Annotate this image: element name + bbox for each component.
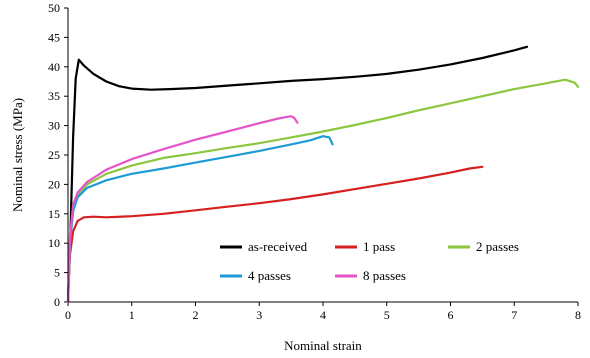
x-tick-label: 3 (256, 308, 262, 322)
y-tick-label: 45 (48, 30, 60, 44)
y-tick-label: 20 (48, 177, 60, 191)
y-tick-label: 15 (48, 207, 60, 221)
legend-label-1-pass: 1 pass (363, 239, 395, 254)
y-tick-label: 50 (48, 1, 60, 15)
y-tick-label: 35 (48, 89, 60, 103)
y-tick-label: 40 (48, 60, 60, 74)
series-line-as-received (66, 45, 529, 304)
x-axis-label: Nominal strain (284, 338, 362, 353)
x-tick-label: 4 (320, 308, 326, 322)
y-tick-label: 30 (48, 119, 60, 133)
y-axis-label: Nominal stress (MPa) (10, 98, 25, 212)
x-tick-label: 8 (575, 308, 581, 322)
legend-label-4-passes: 4 passes (248, 268, 291, 283)
y-tick-label: 5 (54, 266, 60, 280)
legend-label-8-passes: 8 passes (363, 268, 406, 283)
series-line-8-passes (66, 115, 299, 304)
y-tick-label: 10 (48, 236, 60, 250)
legend-label-as-received: as-received (248, 239, 308, 254)
x-tick-label: 6 (448, 308, 454, 322)
legend-label-2-passes: 2 passes (476, 239, 519, 254)
series-line-4-passes (66, 135, 334, 304)
y-axis-ticks: 0 5 10 15 20 25 30 35 40 45 50 (48, 1, 68, 309)
series-line-1-pass (66, 165, 484, 304)
x-tick-label: 0 (65, 308, 71, 322)
legend: as-received 1 pass 2 passes 4 passes 8 passe… (220, 239, 519, 283)
y-tick-label: 25 (48, 148, 60, 162)
series-layer (66, 45, 580, 304)
x-tick-label: 7 (511, 308, 517, 322)
y-tick-label: 0 (54, 295, 60, 309)
x-tick-label: 1 (129, 308, 135, 322)
x-tick-label: 5 (384, 308, 390, 322)
x-axis-ticks: 0 1 2 3 4 5 6 7 8 (65, 302, 581, 322)
series-line-2-passes (66, 78, 580, 304)
x-tick-label: 2 (193, 308, 199, 322)
